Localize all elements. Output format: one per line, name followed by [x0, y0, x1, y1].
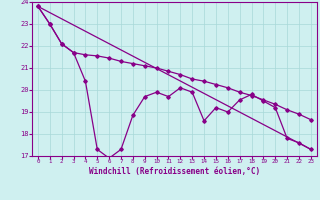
X-axis label: Windchill (Refroidissement éolien,°C): Windchill (Refroidissement éolien,°C)	[89, 167, 260, 176]
